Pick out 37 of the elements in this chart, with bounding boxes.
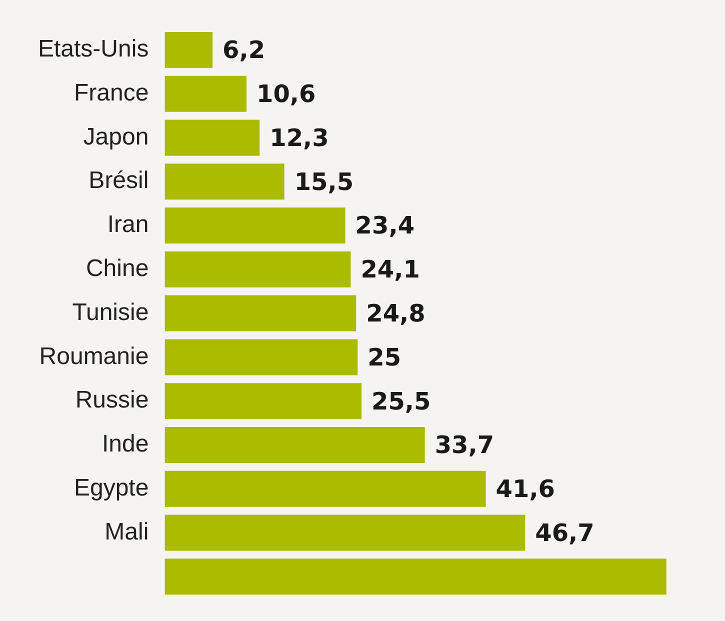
- bar: [164, 339, 358, 376]
- bar: [164, 558, 666, 595]
- y-tick-label: Inde: [102, 430, 149, 458]
- data-label: 33,7: [434, 431, 494, 460]
- data-label: 25,5: [372, 387, 431, 416]
- data-label: 25: [368, 343, 402, 372]
- data-label: 41,6: [496, 475, 556, 504]
- data-label: 24,8: [366, 300, 426, 328]
- data-label: 23,4: [355, 212, 415, 240]
- bar: [164, 383, 362, 420]
- y-tick-label: Chine: [86, 255, 149, 282]
- y-tick-label: Russie: [75, 386, 149, 414]
- data-label: 46,7: [535, 518, 594, 547]
- bar: [164, 120, 260, 156]
- bar: [164, 208, 346, 244]
- bar: [164, 164, 284, 200]
- bar: [164, 470, 486, 507]
- y-tick-label: France: [74, 79, 149, 106]
- data-label: 24,1: [360, 256, 420, 284]
- bar: [164, 295, 356, 332]
- y-tick-label: Tunisie: [72, 298, 149, 326]
- y-tick-label: Roumanie: [39, 342, 149, 370]
- bar: [164, 32, 213, 68]
- data-label: 10,6: [256, 80, 316, 108]
- y-tick-label: Brésil: [88, 167, 149, 194]
- bar: [164, 426, 425, 463]
- y-tick-label: Iran: [107, 211, 149, 238]
- data-label: 12,3: [270, 124, 329, 152]
- bar: [164, 514, 526, 551]
- y-tick-label: Egypte: [74, 474, 149, 502]
- data-label: 15,5: [294, 168, 354, 196]
- y-tick-label: Japon: [83, 123, 149, 150]
- data-label: 6,2: [222, 36, 266, 64]
- bar: [164, 76, 247, 112]
- y-tick-label: Etats-Unis: [38, 36, 149, 63]
- y-tick-label: Mali: [104, 518, 149, 546]
- bar: [164, 251, 351, 288]
